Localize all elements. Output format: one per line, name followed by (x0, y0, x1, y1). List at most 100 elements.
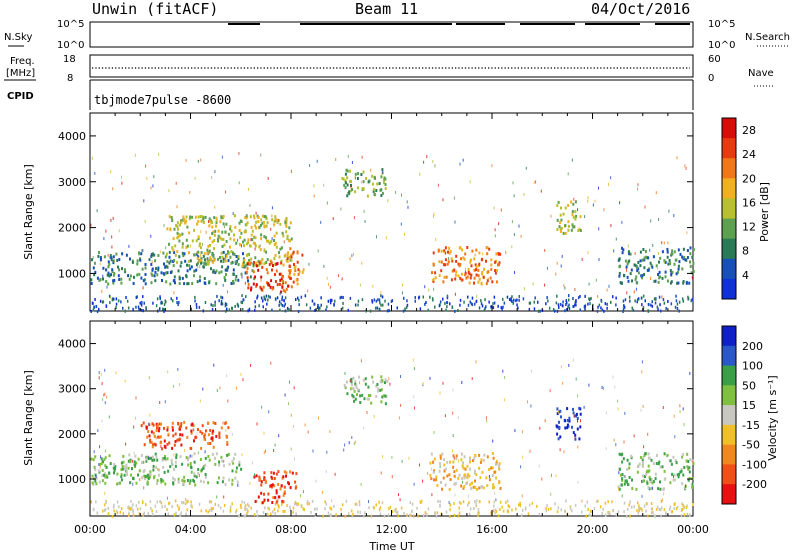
echo-cell (366, 194, 369, 198)
echo-cell (371, 299, 373, 303)
speckle-cell (640, 408, 642, 412)
echo-cell (102, 460, 105, 464)
echo-cell (168, 261, 171, 265)
echo-cell (203, 258, 206, 262)
echo-cell (166, 271, 169, 275)
echo-cell (218, 271, 221, 275)
speckle-cell (134, 153, 136, 157)
echo-cell (641, 258, 644, 262)
nave-label: Nave (748, 68, 774, 79)
speckle-cell (308, 262, 310, 266)
speckle-cell (465, 270, 466, 274)
echo-cell (235, 241, 238, 245)
speckle-cell (482, 252, 484, 256)
echo-cell (492, 306, 495, 310)
echo-cell (432, 263, 435, 267)
echo-cell (155, 422, 158, 426)
speckle-cell (97, 429, 99, 432)
speckle-cell (613, 438, 615, 442)
echo-cell (556, 412, 559, 416)
echo-cell (600, 306, 602, 310)
speckle-cell (588, 282, 590, 286)
echo-cell (231, 502, 233, 506)
echo-cell (692, 269, 695, 273)
echo-cell (674, 459, 677, 463)
echo-cell (663, 477, 666, 481)
echo-cell (229, 227, 232, 231)
echo-cell (469, 507, 472, 511)
echo-cell (470, 273, 473, 277)
echo-cell (218, 460, 221, 464)
echo-cell (124, 268, 126, 272)
echo-cell (145, 459, 148, 463)
echo-cell (283, 470, 286, 474)
echo-cell (381, 191, 384, 195)
echo-cell (203, 437, 206, 441)
echo-cell (227, 452, 230, 456)
echo-cell (266, 271, 269, 275)
echo-cell (648, 456, 650, 460)
echo-cell (664, 270, 667, 274)
echo-cell (196, 280, 199, 284)
echo-cell (161, 458, 164, 462)
echo-cell (334, 299, 336, 303)
speckle-cell (250, 238, 252, 242)
echo-cell (156, 479, 159, 483)
echo-cell (354, 172, 357, 176)
echo-cell (380, 194, 383, 197)
echo-cell (362, 170, 365, 174)
echo-cell (621, 251, 624, 255)
echo-cell (395, 510, 397, 514)
echo-cell (193, 228, 196, 232)
echo-cell (152, 464, 155, 468)
echo-cell (142, 460, 145, 464)
echo-cell (548, 306, 551, 310)
echo-cell (477, 268, 480, 272)
speckle-cell (633, 290, 635, 294)
echo-cell (380, 388, 383, 392)
speckle-cell (610, 224, 612, 228)
speckle-cell (514, 429, 516, 433)
echo-cell (241, 301, 244, 305)
speckle-cell (643, 445, 645, 449)
echo-cell (211, 240, 214, 244)
echo-cell (105, 500, 107, 504)
echo-cell (215, 220, 218, 224)
echo-cell (409, 513, 411, 517)
echo-cell (410, 513, 412, 517)
echo-cell (360, 173, 363, 176)
echo-cell (480, 302, 483, 306)
echo-cell (279, 222, 282, 226)
echo-cell (227, 250, 229, 254)
speckle-cell (304, 423, 306, 427)
echo-cell (185, 426, 188, 430)
echo-cell (387, 302, 390, 306)
echo-cell (153, 274, 156, 278)
echo-cell (181, 232, 184, 236)
echo-cell (251, 229, 254, 233)
echo-cell (643, 258, 646, 262)
echo-cell (686, 465, 689, 469)
echo-cell (480, 460, 482, 464)
speckle-cell (112, 187, 114, 191)
echo-cell (612, 295, 614, 299)
echo-cell (174, 244, 177, 248)
speckle-cell (259, 244, 261, 248)
echo-cell (658, 295, 661, 299)
echo-cell (572, 202, 575, 206)
echo-cell (286, 237, 289, 241)
echo-cell (601, 512, 603, 515)
echo-cell (211, 431, 214, 435)
echo-cell (243, 244, 245, 248)
echo-cell (281, 298, 283, 302)
speckle-cell (635, 287, 637, 291)
echo-cell (280, 290, 283, 294)
echo-cell (164, 265, 167, 269)
echo-cell (641, 274, 644, 278)
echo-cell (559, 435, 562, 439)
echo-cell (449, 478, 452, 481)
echo-cell (589, 302, 591, 306)
echo-cell (296, 282, 299, 286)
echo-cell (380, 400, 383, 404)
echo-cell (404, 307, 406, 311)
